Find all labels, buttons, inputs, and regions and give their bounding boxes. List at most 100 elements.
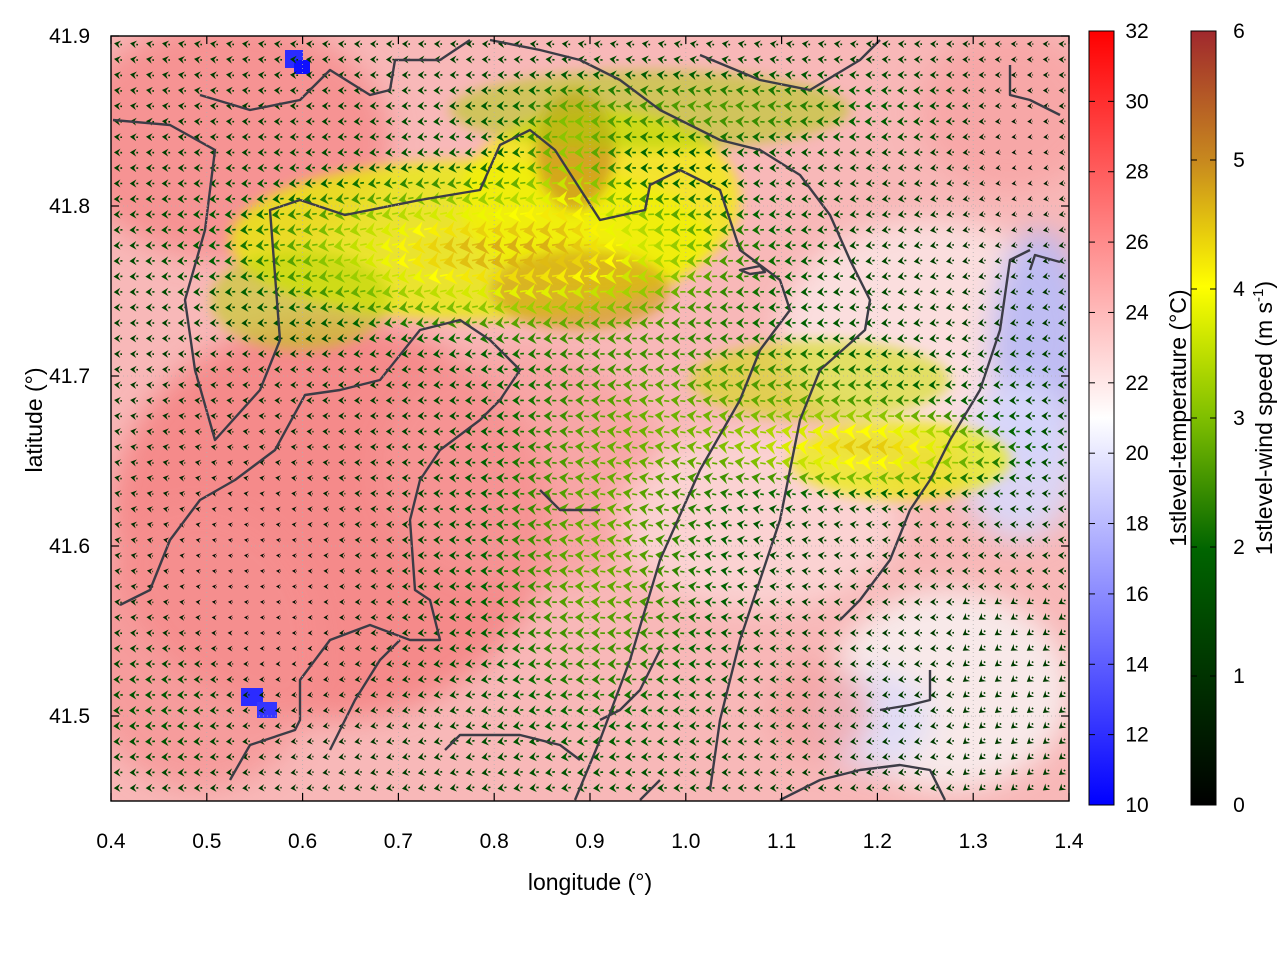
wind-arrow <box>639 332 653 345</box>
wind-arrow <box>865 256 875 266</box>
wind-arrow <box>590 425 606 439</box>
wind-arrow <box>653 253 671 269</box>
wind-arrow <box>800 488 812 500</box>
wind-arrow <box>620 237 640 254</box>
wind-arrow <box>1026 690 1035 698</box>
wind-arrow <box>508 205 528 223</box>
wind-arrow <box>495 534 509 546</box>
wind-arrow <box>946 55 954 64</box>
wind-arrow <box>210 397 218 405</box>
wind-arrow <box>752 131 764 143</box>
wind-arrow <box>462 300 478 314</box>
wind-arrow <box>258 40 267 49</box>
wind-arrow <box>735 317 749 329</box>
wind-arrow <box>306 381 314 389</box>
x-axis-label: longitude (°) <box>528 869 652 895</box>
wind-arrow <box>865 520 875 529</box>
y-axis-ticks: 41.541.641.741.841.9 <box>49 25 1069 728</box>
wind-arrow <box>736 147 748 158</box>
wind-arrow <box>833 644 843 653</box>
wind-arrow <box>576 704 588 716</box>
wind-arrow <box>978 210 986 218</box>
wind-arrow <box>322 459 330 467</box>
wind-arrow <box>543 394 557 407</box>
wind-arrow <box>545 55 555 64</box>
wind-arrow <box>289 102 299 111</box>
wind-arrow <box>768 131 780 143</box>
wind-arrow <box>752 286 765 298</box>
wind-arrow <box>1058 659 1067 667</box>
wind-arrow <box>259 537 265 543</box>
wind-arrow <box>721 705 731 716</box>
wind-arrow <box>401 364 411 374</box>
wind-arrow <box>654 285 670 299</box>
wind-arrow <box>162 381 170 389</box>
wind-arrow <box>1058 318 1067 327</box>
wind-arrow <box>208 240 220 251</box>
wind-arrow <box>590 115 606 129</box>
wind-arrow <box>897 132 907 142</box>
wind-arrow <box>194 55 203 64</box>
wind-arrow <box>962 195 970 203</box>
wind-arrow <box>670 301 686 314</box>
wind-arrow <box>542 160 559 175</box>
wind-arrow <box>945 101 955 111</box>
wind-arrow <box>414 300 430 314</box>
wind-arrow <box>670 394 686 408</box>
wind-arrow <box>994 721 1003 729</box>
wind-arrow <box>574 518 590 532</box>
wind-arrow <box>241 86 251 95</box>
wind-arrow <box>400 333 412 344</box>
wind-arrow <box>226 444 234 451</box>
wind-arrow <box>178 428 186 436</box>
wind-arrow <box>944 395 956 406</box>
wind-arrow <box>558 533 574 547</box>
wind-arrow <box>179 568 185 575</box>
wind-arrow <box>257 163 267 173</box>
wind-arrow <box>962 783 971 791</box>
y-tick-label: 41.9 <box>49 25 90 48</box>
wind-arrow <box>271 223 285 236</box>
wind-arrow <box>1057 411 1067 421</box>
wind-arrow <box>994 783 1003 791</box>
wind-arrow <box>210 365 218 374</box>
wind-arrow <box>574 456 590 470</box>
wind-arrow <box>736 566 748 577</box>
wind-arrow <box>993 551 1003 560</box>
wind-arrow <box>129 194 139 204</box>
wind-arrow <box>209 334 219 343</box>
wind-arrow <box>543 673 557 685</box>
wind-arrow <box>464 132 476 142</box>
wind-arrow <box>833 690 843 699</box>
wind-arrow <box>114 552 122 560</box>
wind-arrow <box>993 582 1003 591</box>
wind-arrow <box>1011 149 1017 155</box>
wind-arrow <box>897 675 907 684</box>
wind-arrow <box>945 536 955 545</box>
wind-arrow <box>1058 303 1067 311</box>
wind-arrow <box>817 520 827 530</box>
wind-arrow <box>145 644 155 653</box>
wind-arrow <box>401 535 411 545</box>
wind-arrow <box>386 690 394 699</box>
wind-arrow <box>433 535 443 545</box>
wind-arrow <box>961 333 971 343</box>
wind-arrow <box>302 254 318 268</box>
wind-arrow <box>913 582 923 591</box>
wind-arrow <box>369 101 379 111</box>
wind-arrow <box>703 301 717 314</box>
wind-arrow <box>863 394 877 407</box>
wind-arrow <box>161 303 171 312</box>
wind-arrow <box>366 284 382 299</box>
wind-arrow <box>241 163 251 173</box>
wind-arrow <box>1009 334 1019 343</box>
wind-arrow <box>785 644 795 653</box>
wind-arrow <box>962 55 970 64</box>
wind-arrow <box>978 783 987 791</box>
wind-arrow <box>527 456 541 469</box>
wind-arrow <box>433 86 443 95</box>
wind-arrow <box>243 553 249 559</box>
wind-arrow <box>784 209 796 220</box>
